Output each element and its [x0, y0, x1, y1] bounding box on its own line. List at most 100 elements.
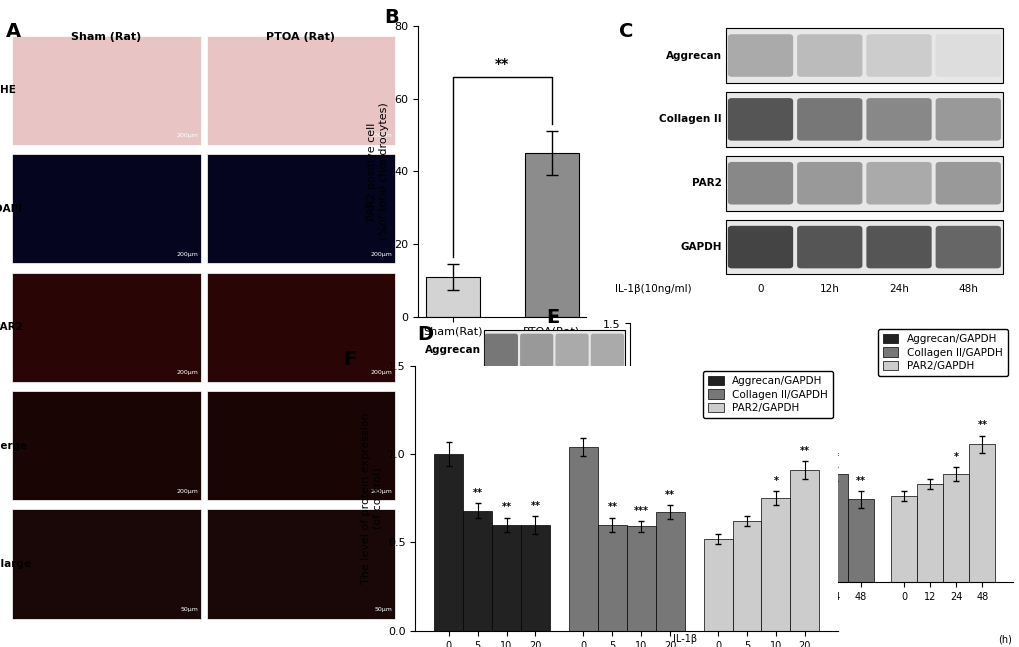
Text: 0: 0: [497, 531, 504, 540]
FancyBboxPatch shape: [726, 92, 1002, 147]
Text: 0: 0: [756, 283, 763, 294]
Text: **: **: [530, 501, 540, 510]
Bar: [655, 512, 684, 631]
FancyBboxPatch shape: [590, 483, 624, 516]
Text: **: **: [734, 460, 743, 470]
Bar: [768, 406, 795, 582]
Bar: [916, 484, 943, 582]
Text: **: **: [501, 502, 512, 512]
Text: **: **: [664, 490, 675, 500]
Text: 12h: 12h: [819, 283, 839, 294]
FancyBboxPatch shape: [207, 391, 394, 500]
FancyBboxPatch shape: [207, 509, 394, 619]
Text: PAR2: PAR2: [0, 322, 23, 332]
FancyBboxPatch shape: [520, 384, 552, 417]
FancyBboxPatch shape: [484, 384, 518, 417]
FancyBboxPatch shape: [484, 433, 518, 466]
FancyBboxPatch shape: [934, 226, 1000, 269]
Text: Aggrecan: Aggrecan: [665, 50, 721, 61]
Text: 200μm: 200μm: [371, 488, 392, 494]
Legend: Aggrecan/GAPDH, Collagen II/GAPDH, PAR2/GAPDH: Aggrecan/GAPDH, Collagen II/GAPDH, PAR2/…: [702, 371, 833, 418]
Text: Enlarge: Enlarge: [0, 559, 31, 569]
Text: IL-1β: IL-1β: [673, 634, 697, 644]
FancyBboxPatch shape: [934, 162, 1000, 204]
Text: GAPDH: GAPDH: [680, 242, 721, 252]
FancyBboxPatch shape: [590, 433, 624, 466]
Text: Collagen II: Collagen II: [418, 395, 480, 405]
Text: A: A: [6, 23, 21, 41]
Bar: [626, 527, 655, 631]
FancyBboxPatch shape: [865, 226, 930, 269]
Bar: [761, 498, 790, 631]
Text: 200μm: 200μm: [371, 133, 392, 138]
Text: 200μm: 200μm: [176, 370, 199, 375]
Bar: [891, 496, 916, 582]
Text: *: *: [772, 476, 777, 486]
FancyBboxPatch shape: [865, 162, 930, 204]
Text: IL-1β(10ng/ml): IL-1β(10ng/ml): [614, 283, 691, 294]
FancyBboxPatch shape: [726, 28, 1002, 83]
FancyBboxPatch shape: [12, 154, 201, 263]
FancyBboxPatch shape: [483, 330, 625, 371]
Text: 10: 10: [565, 531, 578, 540]
FancyBboxPatch shape: [207, 36, 394, 145]
Text: HE: HE: [0, 85, 16, 95]
Bar: [732, 521, 761, 631]
Text: 200μm: 200μm: [176, 133, 199, 138]
FancyBboxPatch shape: [590, 384, 624, 417]
FancyBboxPatch shape: [484, 483, 518, 516]
Bar: [726, 482, 751, 582]
Y-axis label: The level of protein expression
(of control): The level of protein expression (of cont…: [576, 367, 597, 539]
Text: 24h: 24h: [889, 283, 908, 294]
Text: Collagen II: Collagen II: [658, 115, 721, 124]
FancyBboxPatch shape: [12, 272, 201, 382]
FancyBboxPatch shape: [483, 380, 625, 421]
Bar: [847, 499, 873, 582]
FancyBboxPatch shape: [520, 433, 552, 466]
FancyBboxPatch shape: [726, 156, 1002, 211]
FancyBboxPatch shape: [12, 36, 201, 145]
Text: 200μm: 200μm: [371, 252, 392, 257]
Text: F: F: [342, 349, 356, 369]
FancyBboxPatch shape: [12, 391, 201, 500]
FancyBboxPatch shape: [728, 226, 793, 269]
Text: Sham (Rat): Sham (Rat): [71, 32, 142, 42]
FancyBboxPatch shape: [934, 98, 1000, 140]
FancyBboxPatch shape: [12, 509, 201, 619]
FancyBboxPatch shape: [484, 334, 518, 367]
Text: 200μm: 200μm: [176, 252, 199, 257]
Text: B: B: [384, 8, 398, 27]
FancyBboxPatch shape: [555, 334, 588, 367]
Text: 50μm: 50μm: [180, 608, 199, 612]
Bar: [968, 444, 995, 582]
FancyBboxPatch shape: [728, 98, 793, 140]
Text: 200μm: 200μm: [371, 370, 392, 375]
Text: PTOA (Rat): PTOA (Rat): [266, 32, 335, 42]
Bar: [491, 525, 521, 631]
Text: PAR2: PAR2: [450, 445, 480, 455]
Text: DAPI: DAPI: [0, 204, 22, 214]
FancyBboxPatch shape: [728, 34, 793, 77]
FancyBboxPatch shape: [483, 430, 625, 470]
Bar: [821, 474, 847, 582]
FancyBboxPatch shape: [590, 334, 624, 367]
FancyBboxPatch shape: [520, 334, 552, 367]
Text: Merge: Merge: [0, 441, 26, 450]
Text: *: *: [953, 452, 958, 461]
FancyBboxPatch shape: [726, 220, 1002, 274]
FancyBboxPatch shape: [728, 162, 793, 204]
Text: D: D: [417, 325, 433, 344]
Legend: Aggrecan/GAPDH, Collagen II/GAPDH, PAR2/GAPDH: Aggrecan/GAPDH, Collagen II/GAPDH, PAR2/…: [876, 329, 1007, 376]
Bar: [597, 525, 626, 631]
FancyBboxPatch shape: [520, 483, 552, 516]
Bar: [674, 474, 699, 582]
FancyBboxPatch shape: [865, 34, 930, 77]
Bar: [943, 474, 968, 582]
Text: (h): (h): [998, 634, 1011, 644]
FancyBboxPatch shape: [207, 154, 394, 263]
Text: 20: 20: [600, 531, 613, 540]
Text: ***: ***: [633, 506, 648, 516]
Bar: [699, 479, 726, 582]
FancyBboxPatch shape: [796, 34, 862, 77]
Bar: [426, 277, 480, 317]
